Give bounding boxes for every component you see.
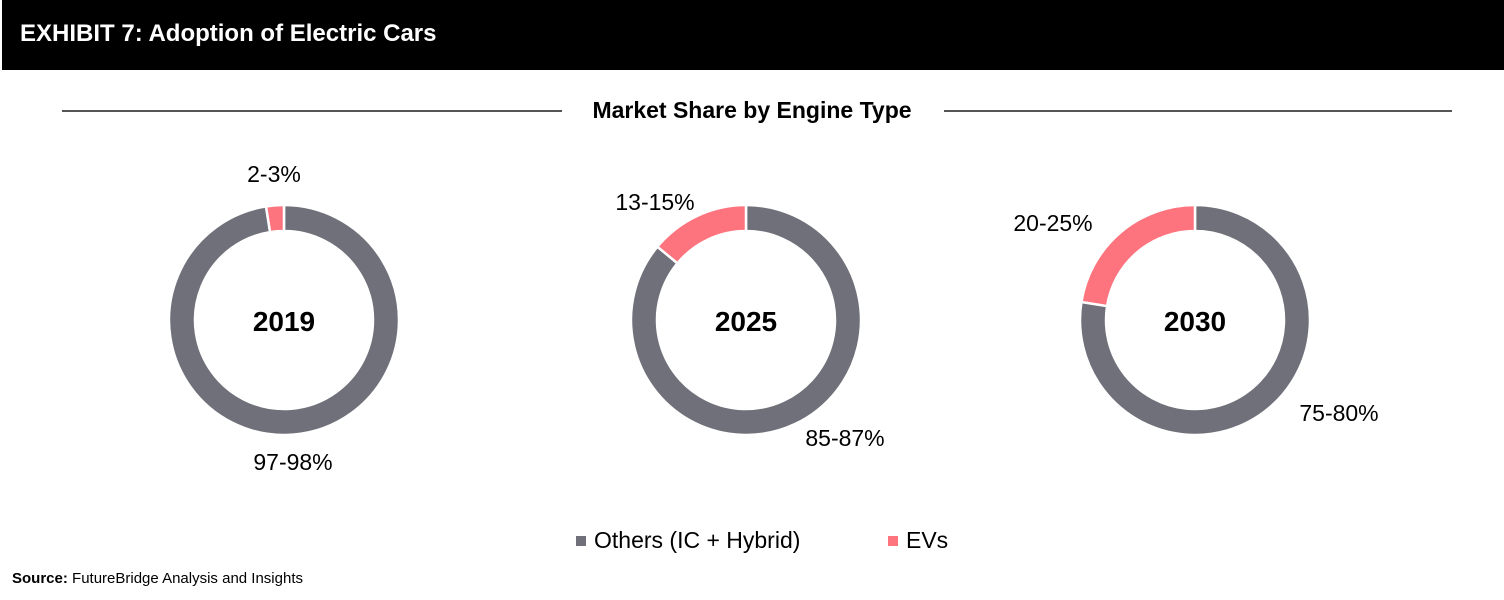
source-label: Source:: [12, 570, 68, 587]
chart-subtitle-text: Market Share by Engine Type: [578, 97, 926, 123]
subtitle-rule-right: [944, 110, 1452, 112]
donut-2030-label-evs: 20-25%: [1013, 210, 1092, 236]
donut-2030-label-others: 75-80%: [1299, 400, 1378, 426]
donut-2019-center-label: 2019: [253, 306, 315, 337]
donut-2025-slice-evs: [655, 203, 748, 266]
donut-2019-label-evs: 2-3%: [247, 161, 301, 187]
donut-2030-slice-others: [1078, 203, 1312, 437]
donut-2030-slice-evs: [1079, 203, 1197, 308]
donut-2025-label-others: 85-87%: [805, 425, 884, 451]
donut-2025-center-label: 2025: [715, 306, 777, 337]
page-title: EXHIBIT 7: Adoption of Electric Cars: [20, 20, 437, 47]
source-text: FutureBridge Analysis and Insights: [67, 570, 303, 587]
legend-label-evs: EVs: [906, 527, 949, 553]
donut-2019-slice-evs: [264, 203, 286, 234]
source-note: Source: FutureBridge Analysis and Insigh…: [12, 570, 303, 587]
donut-2025-label-evs: 13-15%: [615, 189, 694, 215]
legend-swatch-evs: [888, 535, 898, 546]
donut-2030-center-label: 2030: [1164, 306, 1226, 337]
donut-2019-label-others: 97-98%: [253, 449, 332, 475]
donut-2019-slice-others: [167, 203, 401, 437]
subtitle-rule-left: [62, 110, 562, 112]
header-bar: EXHIBIT 7: Adoption of Electric Cars: [2, 0, 1504, 70]
legend-label-others: Others (IC + Hybrid): [594, 527, 801, 553]
donut-2025-slice-others: [629, 203, 863, 437]
legend: Others (IC + Hybrid) EVs: [0, 527, 1504, 557]
chart-subtitle: Market Share by Engine Type: [0, 97, 1504, 124]
legend-item-others: Others (IC + Hybrid): [576, 527, 800, 554]
legend-swatch-others: [576, 535, 586, 546]
legend-item-evs: EVs: [888, 527, 948, 554]
donut-charts: 97-98% 2-3% 2019 85-87% 13-15% 2025 75-80% 20-2…: [167, 161, 1379, 475]
